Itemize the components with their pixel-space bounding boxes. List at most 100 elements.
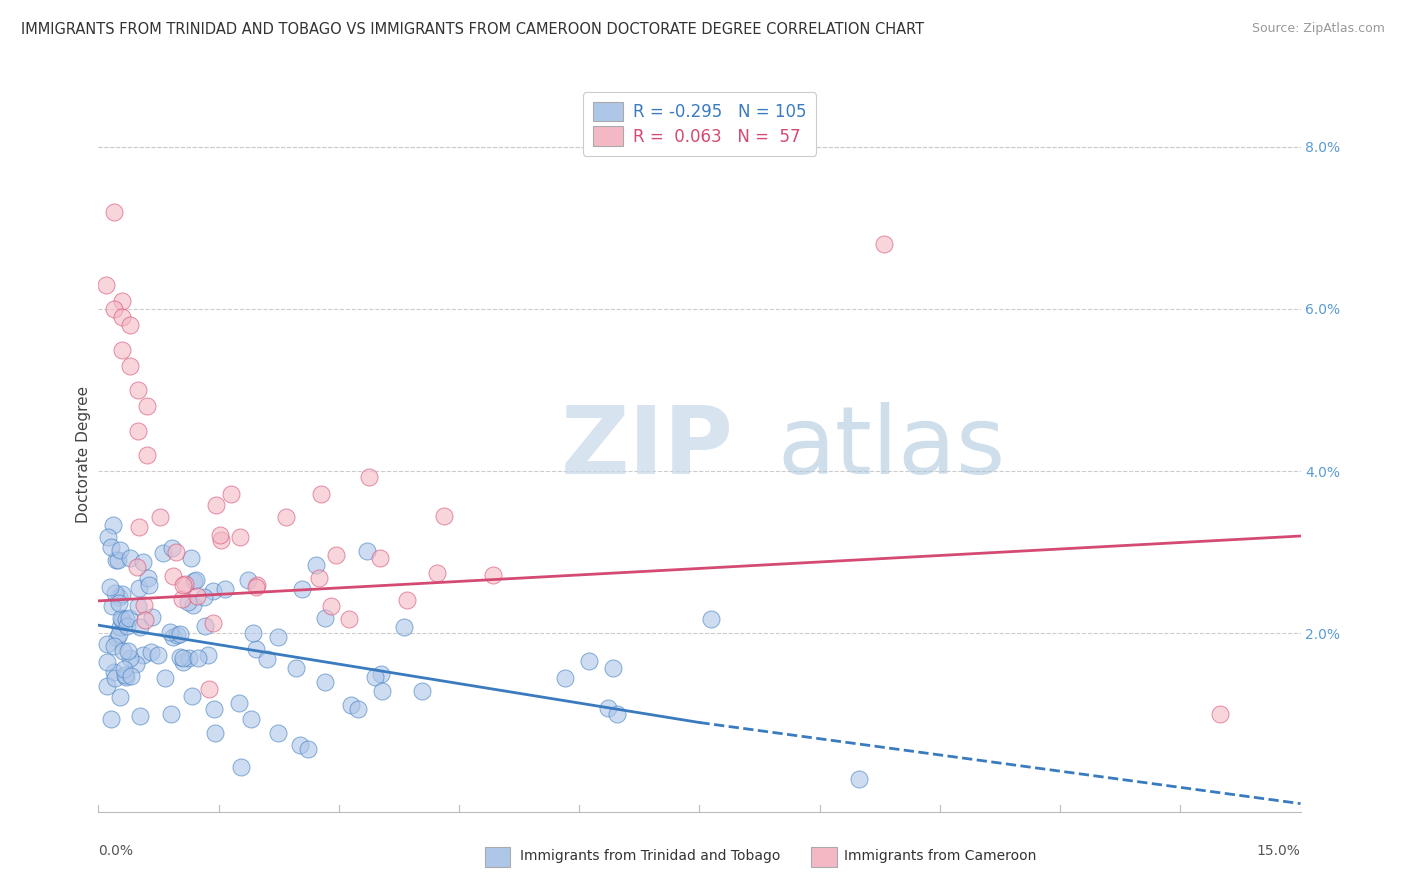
Point [256,652,278,666]
Point [606,707,628,722]
Point [347,702,370,716]
Point [204,726,226,740]
Point [193,590,215,604]
Point [111,587,134,601]
Point [111,343,134,357]
Point [128,520,150,534]
Point [97,530,120,544]
Point [229,760,252,774]
Point [274,509,297,524]
Point [433,509,456,524]
Point [117,643,139,657]
Text: IMMIGRANTS FROM TRINIDAD AND TOBAGO VS IMMIGRANTS FROM CAMEROON DOCTORATE DEGREE: IMMIGRANTS FROM TRINIDAD AND TOBAGO VS I… [21,22,924,37]
Point [183,574,205,589]
Point [103,640,125,654]
Point [112,662,135,676]
Point [141,645,163,659]
Point [118,551,141,566]
Point [127,599,149,613]
Point [101,599,124,613]
Point [120,318,142,333]
Point [309,487,332,501]
Point [162,630,184,644]
Text: 15.0%: 15.0% [1257,844,1301,858]
Point [169,627,191,641]
Point [128,582,150,596]
Point [602,661,624,675]
Point [180,550,202,565]
Point [129,620,152,634]
Point [141,610,163,624]
Point [370,667,392,681]
FancyBboxPatch shape [485,847,510,867]
Point [104,671,127,685]
Point [110,611,132,625]
Point [394,620,416,634]
Point [186,589,208,603]
Point [198,681,221,696]
Y-axis label: Doctorate Degree: Doctorate Degree [76,386,91,524]
Point [136,571,159,585]
Point [337,612,360,626]
Point [134,613,156,627]
Text: Source: ZipAtlas.com: Source: ZipAtlas.com [1251,22,1385,36]
Point [242,626,264,640]
Point [124,657,146,672]
Point [873,237,896,252]
Point [229,530,252,544]
Point [172,655,194,669]
Point [108,595,131,609]
Point [266,630,288,644]
Point [101,517,124,532]
Point [245,642,267,657]
Point [104,586,127,600]
FancyBboxPatch shape [811,847,837,867]
Point [128,383,150,397]
Point [177,595,200,609]
Point [169,650,191,665]
Point [114,612,136,626]
Text: 0.0%: 0.0% [98,844,134,858]
Point [359,470,381,484]
Point [96,656,118,670]
Point [104,553,127,567]
Point [173,576,195,591]
Point [228,696,250,710]
Point [209,528,232,542]
Point [426,566,449,580]
Point [132,555,155,569]
Point [356,544,378,558]
Point [111,644,134,658]
Point [411,684,433,698]
Point [578,654,600,668]
Point [98,580,121,594]
Point [598,701,620,715]
Point [325,548,347,562]
Point [314,611,336,625]
Point [100,712,122,726]
Point [114,670,136,684]
Point [118,611,141,625]
Point [135,448,157,462]
Point [125,560,148,574]
Point [368,551,391,566]
Point [111,613,134,627]
Point [267,726,290,740]
Point [181,689,204,703]
Point [482,568,505,582]
Point [162,569,184,583]
Point [396,593,419,607]
Legend: R = -0.295   N = 105, R =  0.063   N =  57: R = -0.295 N = 105, R = 0.063 N = 57 [582,92,817,156]
Point [103,665,125,679]
Point [100,540,122,554]
Point [219,487,242,501]
Point [246,578,269,592]
Point [153,671,176,685]
Point [239,712,262,726]
Point [159,625,181,640]
Point [700,612,723,626]
Point [132,598,155,612]
Point [291,582,314,597]
Point [319,599,342,614]
Point [135,399,157,413]
